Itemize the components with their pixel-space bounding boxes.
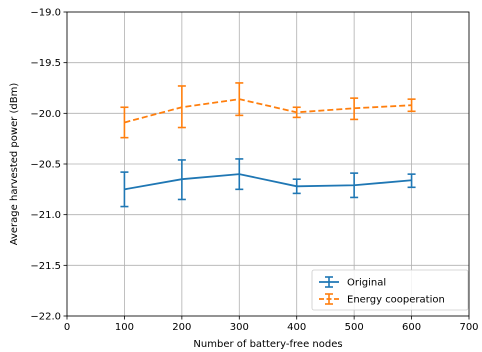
y-tick-label: −19.0: [30, 8, 61, 19]
x-tick-label: 700: [459, 322, 478, 333]
ticks: 0 100 200 300 400 500 600 700 −19.0 −19.5 −20.0 −20…: [30, 8, 478, 334]
x-tick-label: 100: [115, 322, 134, 333]
x-tick-label: 300: [230, 322, 249, 333]
legend: Original Energy cooperation: [311, 269, 469, 311]
y-tick-label: −20.0: [30, 109, 61, 120]
series-layer: [120, 82, 416, 208]
x-tick-label: 0: [64, 322, 70, 333]
y-axis-label: Average harvested power (dBm): [9, 83, 20, 246]
legend-item: Original: [319, 276, 386, 289]
legend-item: Energy cooperation: [319, 293, 445, 306]
x-tick-label: 600: [402, 322, 421, 333]
series-1: [120, 82, 416, 139]
y-tick-label: −22.0: [30, 312, 61, 323]
series-0: [120, 158, 416, 208]
y-tick-label: −20.5: [30, 160, 61, 171]
legend-label: Energy cooperation: [347, 295, 445, 306]
x-axis-label: Number of battery-free nodes: [193, 339, 342, 350]
x-tick-label: 500: [345, 322, 364, 333]
x-tick-label: 400: [287, 322, 306, 333]
grid: [66, 11, 470, 317]
y-tick-label: −19.5: [30, 58, 61, 69]
x-tick-label: 200: [172, 322, 191, 333]
y-tick-label: −21.5: [30, 261, 61, 272]
series-line: [124, 173, 412, 191]
legend-label: Original: [347, 278, 386, 289]
legend-box: [311, 269, 469, 311]
series-line: [124, 98, 412, 124]
y-tick-label: −21.0: [30, 210, 61, 221]
